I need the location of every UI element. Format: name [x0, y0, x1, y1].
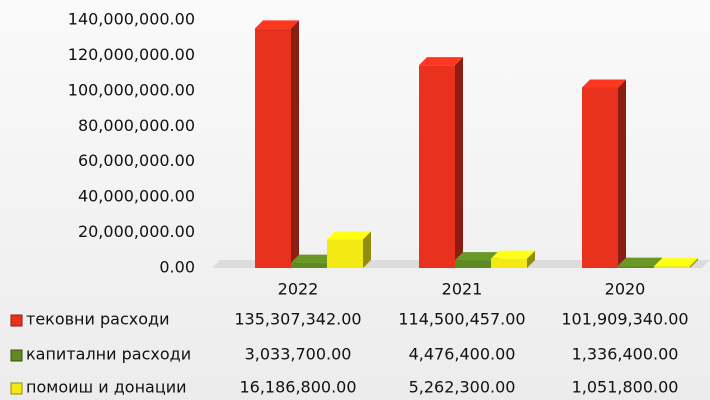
- bar-top: [255, 20, 299, 29]
- bar: [419, 65, 455, 268]
- bar-side: [618, 79, 626, 268]
- bar: [654, 266, 690, 268]
- bar-top: [291, 254, 335, 263]
- bar: [491, 258, 527, 268]
- bar: [327, 239, 363, 268]
- table-cell: 1,051,800.00: [572, 378, 679, 397]
- y-tick-label: 100,000,000.00: [68, 80, 195, 99]
- y-tick-label: 0.00: [159, 258, 195, 277]
- bar-top: [419, 57, 463, 66]
- table-cell: 5,262,300.00: [409, 378, 516, 397]
- table-cell: 4,476,400.00: [409, 345, 516, 364]
- bar: [618, 265, 654, 268]
- y-tick-label: 40,000,000.00: [78, 187, 195, 206]
- legend-key: [10, 382, 23, 395]
- legend-label: тековни расходи: [26, 310, 169, 329]
- x-tick-label: 2020: [605, 280, 646, 299]
- bar: [455, 260, 491, 268]
- legend-key: [10, 349, 23, 362]
- bar: [291, 262, 327, 268]
- x-tick-label: 2022: [278, 280, 319, 299]
- bar-side: [363, 231, 371, 268]
- bar: [255, 28, 291, 268]
- bar-side: [291, 20, 299, 268]
- bar-top: [582, 79, 626, 88]
- table-cell: 3,033,700.00: [245, 345, 352, 364]
- table-cell: 1,336,400.00: [572, 345, 679, 364]
- y-tick-label: 60,000,000.00: [78, 151, 195, 170]
- table-cell: 16,186,800.00: [239, 378, 356, 397]
- y-tick-label: 20,000,000.00: [78, 222, 195, 241]
- x-tick-label: 2021: [442, 280, 483, 299]
- table-cell: 135,307,342.00: [234, 310, 361, 329]
- y-tick-label: 80,000,000.00: [78, 116, 195, 135]
- bar-top: [327, 231, 371, 240]
- bar-side: [527, 250, 535, 268]
- bar-top: [654, 258, 698, 267]
- table-cell: 101,909,340.00: [561, 310, 688, 329]
- legend-label: капитални расходи: [26, 345, 191, 364]
- y-tick-label: 140,000,000.00: [68, 10, 195, 29]
- legend-label: помоиш и донации: [26, 378, 187, 397]
- bar-top: [455, 252, 499, 261]
- bar-side: [455, 57, 463, 268]
- bar-top: [491, 250, 535, 259]
- legend-key: [10, 314, 23, 327]
- y-tick-label: 120,000,000.00: [68, 45, 195, 64]
- bar-side: [690, 258, 698, 268]
- bar-top: [618, 257, 662, 266]
- table-cell: 114,500,457.00: [398, 310, 525, 329]
- bar: [582, 87, 618, 268]
